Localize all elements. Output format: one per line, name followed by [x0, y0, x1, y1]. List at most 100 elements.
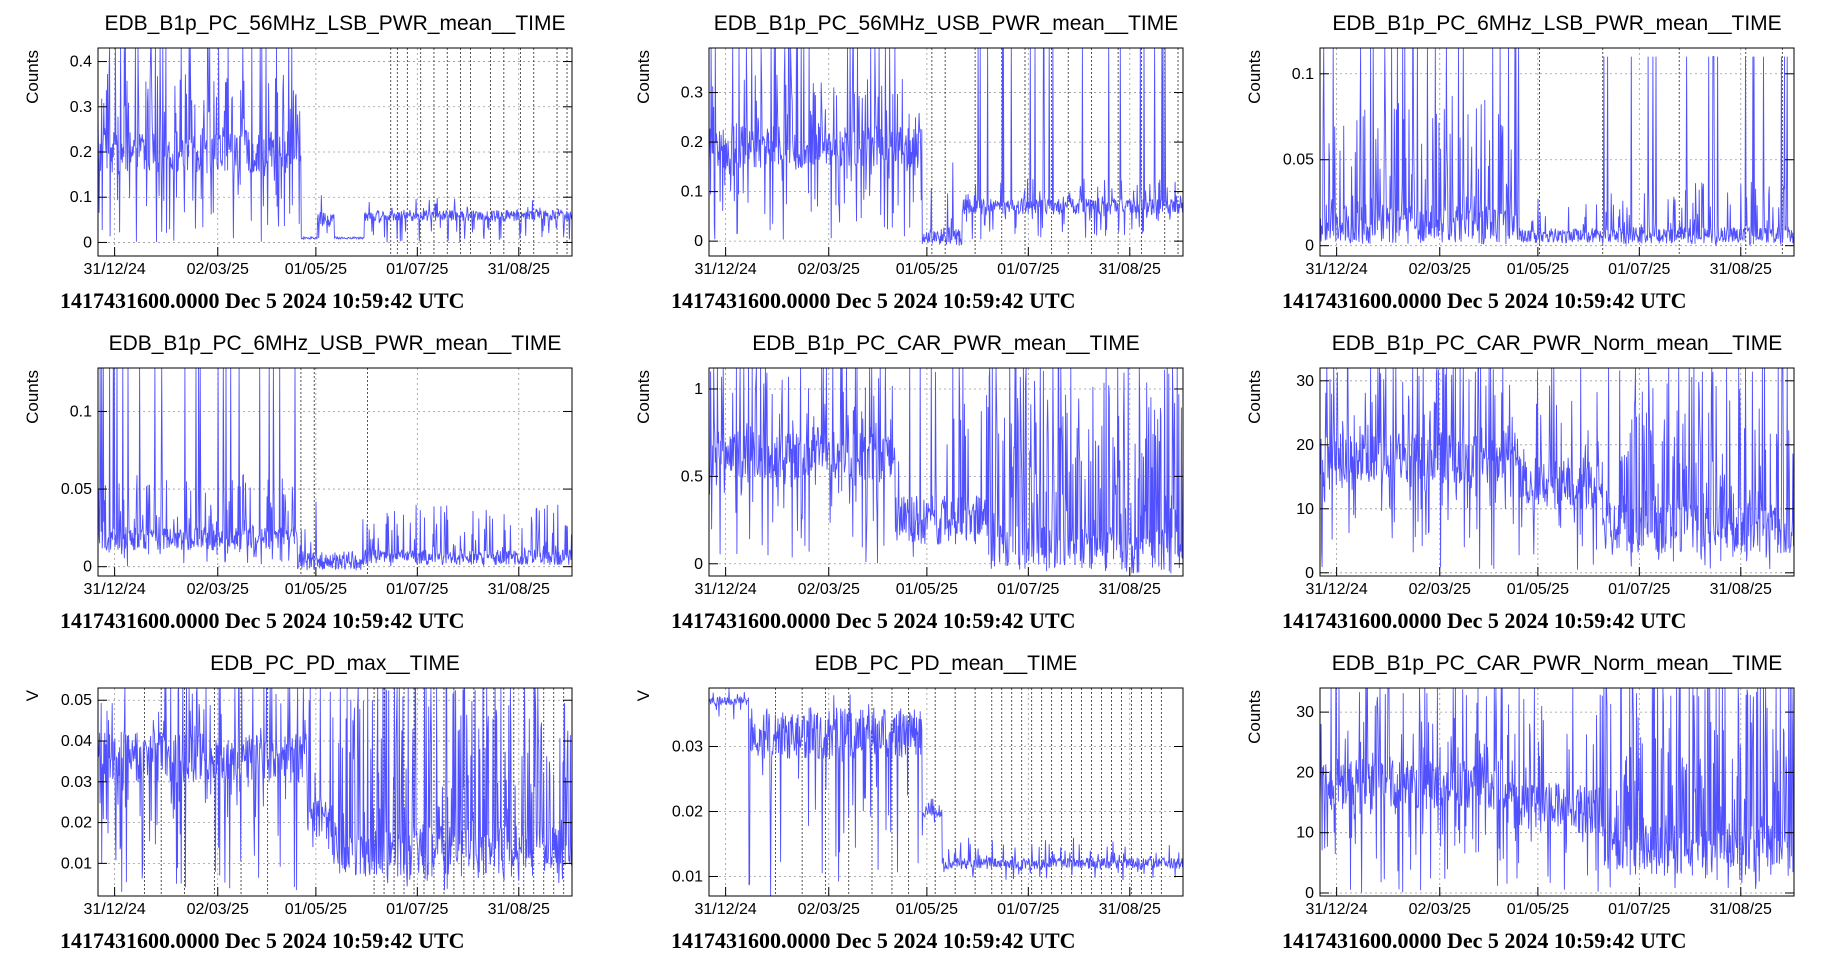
chart-svg: EDB_PC_PD_max__TIME V 0.01 0.02 0.03 0.04 0.05…	[23, 652, 573, 953]
x-tick-label: 31/12/24	[694, 901, 756, 918]
x-tick-label: 01/05/25	[285, 901, 347, 918]
chart-panel-6: EDB_B1p_PC_CAR_PWR_Norm_mean__TIME Counts…	[1222, 320, 1833, 640]
y-tick-label: 0.1	[70, 189, 92, 206]
x-tick-label: 31/12/24	[83, 581, 145, 598]
chart-title: EDB_B1p_PC_CAR_PWR_Norm_mean__TIME	[1332, 332, 1783, 355]
x-tick-label: 31/08/25	[1099, 581, 1161, 598]
y-tick-label: 0.05	[61, 692, 92, 709]
timestamp-caption: 1417431600.0000 Dec 5 2024 10:59:42 UTC	[1282, 608, 1687, 633]
x-tick-label: 01/05/25	[1507, 581, 1569, 598]
chart-svg: EDB_B1p_PC_6MHz_USB_PWR_mean__TIME Counts…	[23, 332, 573, 633]
plot-frame	[97, 367, 573, 577]
y-tick-label: 0	[1305, 565, 1314, 582]
x-tick-label: 31/12/24	[694, 261, 756, 278]
chart-panel-9: EDB_B1p_PC_CAR_PWR_Norm_mean__TIME Counts…	[1222, 640, 1833, 960]
plot-frame	[97, 687, 573, 897]
y-tick-label: 0	[694, 233, 703, 250]
plot-frame	[708, 367, 1184, 577]
y-tick-label: 20	[1296, 437, 1314, 454]
x-tick-label: 02/03/25	[798, 581, 860, 598]
x-tick-label: 31/12/24	[1305, 261, 1367, 278]
chart-panel-8: EDB_PC_PD_mean__TIME V 0.01 0.02 0.03 31/12/2…	[611, 640, 1222, 960]
y-tick-label: 0	[83, 559, 92, 576]
x-tick-label: 31/08/25	[1099, 261, 1161, 278]
chart-svg: EDB_B1p_PC_CAR_PWR_Norm_mean__TIME Counts…	[1245, 652, 1795, 953]
x-tick-label: 02/03/25	[798, 901, 860, 918]
x-tick-label: 31/08/25	[488, 581, 550, 598]
chart-svg: EDB_B1p_PC_6MHz_LSB_PWR_mean__TIME Counts…	[1245, 12, 1795, 313]
data-series-line	[98, 368, 572, 571]
y-axis-label: Counts	[1245, 690, 1264, 744]
plot-frame	[1319, 47, 1795, 257]
y-axis-label: Counts	[634, 50, 653, 104]
y-axis-label: Counts	[1245, 370, 1264, 424]
timestamp-caption: 1417431600.0000 Dec 5 2024 10:59:42 UTC	[671, 928, 1076, 953]
grid-lines	[709, 688, 1183, 896]
x-tick-label: 31/12/24	[694, 581, 756, 598]
y-tick-label: 0	[694, 556, 703, 573]
x-tick-label: 01/07/25	[1608, 581, 1670, 598]
data-series-line	[709, 48, 1183, 246]
y-tick-label: 0.05	[61, 481, 92, 498]
y-tick-label: 0.2	[681, 134, 703, 151]
x-tick-label: 01/05/25	[896, 261, 958, 278]
chart-title: EDB_B1p_PC_6MHz_LSB_PWR_mean__TIME	[1332, 12, 1781, 35]
y-tick-label: 0.2	[70, 144, 92, 161]
x-tick-label: 01/07/25	[997, 261, 1059, 278]
chart-svg: EDB_B1p_PC_56MHz_USB_PWR_mean__TIME Count…	[634, 12, 1184, 313]
x-tick-label: 31/08/25	[1099, 901, 1161, 918]
y-tick-label: 10	[1296, 825, 1314, 842]
y-tick-label: 30	[1296, 373, 1314, 390]
x-tick-label: 01/07/25	[1608, 901, 1670, 918]
chart-title: EDB_B1p_PC_CAR_PWR_mean__TIME	[752, 332, 1140, 355]
chart-panel-5: EDB_B1p_PC_CAR_PWR_mean__TIME Counts 0 0.5 1…	[611, 320, 1222, 640]
y-axis-label: Counts	[634, 370, 653, 424]
y-tick-label: 0.1	[681, 184, 703, 201]
x-tick-label: 01/07/25	[997, 581, 1059, 598]
y-tick-label: 0.01	[61, 855, 92, 872]
data-series-line	[1320, 688, 1794, 893]
x-tick-label: 31/12/24	[83, 261, 145, 278]
y-tick-label: 1	[694, 381, 703, 398]
data-series-line	[98, 688, 572, 892]
x-tick-label: 02/03/25	[187, 581, 249, 598]
y-axis-label: V	[634, 689, 653, 701]
chart-title: EDB_PC_PD_mean__TIME	[815, 652, 1078, 675]
chart-svg: EDB_B1p_PC_CAR_PWR_mean__TIME Counts 0 0.5 1…	[634, 332, 1184, 633]
data-series-line	[1320, 368, 1794, 570]
plot-frame	[708, 47, 1184, 257]
timestamp-caption: 1417431600.0000 Dec 5 2024 10:59:42 UTC	[1282, 288, 1687, 313]
y-tick-label: 0.4	[70, 54, 92, 71]
x-tick-label: 31/12/24	[83, 901, 145, 918]
y-tick-label: 0.01	[672, 869, 703, 886]
y-tick-label: 0.02	[61, 815, 92, 832]
chart-title: EDB_B1p_PC_CAR_PWR_Norm_mean__TIME	[1332, 652, 1783, 675]
y-tick-label: 0	[1305, 885, 1314, 902]
y-axis-label: V	[23, 689, 42, 701]
plot-frame	[1319, 367, 1795, 577]
x-tick-label: 01/05/25	[1507, 261, 1569, 278]
chart-svg: EDB_PC_PD_mean__TIME V 0.01 0.02 0.03 31/12/2…	[634, 652, 1184, 953]
x-tick-label: 31/08/25	[1710, 581, 1772, 598]
y-tick-label: 0.3	[681, 85, 703, 102]
x-tick-label: 01/05/25	[896, 581, 958, 598]
y-tick-label: 0.1	[70, 403, 92, 420]
x-tick-label: 31/08/25	[488, 261, 550, 278]
y-tick-label: 20	[1296, 764, 1314, 781]
x-tick-label: 01/07/25	[997, 901, 1059, 918]
data-series-line	[709, 688, 1183, 896]
chart-title: EDB_B1p_PC_6MHz_USB_PWR_mean__TIME	[109, 332, 562, 355]
x-tick-label: 01/07/25	[386, 581, 448, 598]
chart-panel-7: EDB_PC_PD_max__TIME V 0.01 0.02 0.03 0.04 0.05…	[0, 640, 611, 960]
timestamp-caption: 1417431600.0000 Dec 5 2024 10:59:42 UTC	[1282, 928, 1687, 953]
chart-panel-2: EDB_B1p_PC_56MHz_USB_PWR_mean__TIME Count…	[611, 0, 1222, 320]
data-series-line	[709, 368, 1183, 574]
x-tick-label: 01/05/25	[1507, 901, 1569, 918]
data-series-line	[98, 48, 572, 243]
x-tick-label: 02/03/25	[187, 901, 249, 918]
x-tick-label: 31/12/24	[1305, 581, 1367, 598]
chart-title: EDB_PC_PD_max__TIME	[210, 652, 460, 675]
x-tick-label: 01/05/25	[285, 581, 347, 598]
grid-lines	[98, 48, 572, 256]
